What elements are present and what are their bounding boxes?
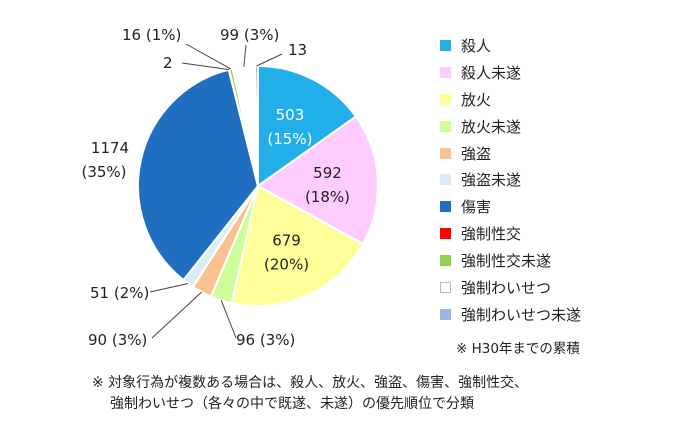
leader-line [220, 300, 237, 339]
legend-swatch [440, 147, 451, 159]
slice-value-label: 592 [313, 164, 342, 182]
legend-swatch [440, 66, 451, 78]
slice-value-label: 99 (3%) [220, 26, 279, 44]
legend-label: 強制わいせつ [461, 278, 552, 297]
legend-item: 放火 [440, 86, 581, 113]
slice-value-label: 13 [288, 41, 307, 59]
footnote-line-1: ※ 対象行為が複数ある場合は、殺人、放火、強盗、傷害、強制性交、 [92, 375, 529, 391]
legend-label: 強制性交 [461, 225, 522, 244]
pie-slices [137, 64, 379, 307]
legend-item: 強制性交 [440, 220, 581, 247]
legend-swatch [440, 39, 451, 51]
pie-slice [257, 64, 358, 188]
leader-line [185, 43, 232, 70]
legend-label: 放火未遂 [461, 117, 522, 136]
slice-value-label: 51 (2%) [90, 284, 149, 302]
legend-item: 強制わいせつ未遂 [440, 301, 581, 328]
slice-value-label: 679 [272, 231, 301, 249]
slice-percent-label: (18%) [305, 188, 350, 206]
legend-item: 殺人 [440, 32, 581, 59]
legend-swatch [440, 174, 451, 186]
legend-label: 放火 [461, 90, 492, 109]
slice-value-label: 503 [276, 106, 305, 124]
slice-value-label: 90 (3%) [88, 331, 147, 349]
legend-item: 強盗 [440, 140, 581, 167]
leader-line [256, 53, 283, 67]
footnote-line-2: 強制わいせつ（各々の中で既遂、未遂）の優先順位で分類 [110, 396, 474, 412]
legend-item: 強制性交未遂 [440, 247, 581, 274]
legend-item: 殺人未遂 [440, 59, 581, 86]
legend-label: 傷害 [461, 198, 492, 217]
legend-label: 強盗 [461, 144, 492, 163]
legend-swatch [440, 93, 451, 105]
legend-label: 強盗未遂 [461, 171, 522, 190]
legend-item: 強制わいせつ [440, 274, 581, 301]
slice-percent-label: (20%) [264, 255, 309, 273]
pie-slice [230, 184, 365, 307]
cumulative-note: ※ H30年までの累積 [456, 341, 580, 357]
legend-swatch [440, 228, 451, 240]
legend-swatch [440, 120, 451, 132]
data-labels: 503 (15%)592 (18%) 679 (20%) 96 (3%) 90 (3%) 51… [81, 26, 350, 349]
leader-line [243, 44, 247, 67]
legend-swatch [440, 281, 451, 293]
legend-swatch [440, 308, 451, 320]
leader-line [149, 283, 189, 293]
legend-item: 傷害 [440, 193, 581, 220]
pie-slice [137, 68, 260, 282]
legend-swatch [440, 255, 451, 267]
slice-percent-label: (35%) [81, 163, 126, 181]
leader-lines [149, 43, 283, 339]
legend-label: 強制性交未遂 [461, 252, 552, 271]
legend-label: 殺人未遂 [461, 63, 522, 82]
slice-value-label: 2 [163, 54, 173, 72]
legend-label: 強制わいせつ未遂 [461, 305, 582, 324]
leader-line [151, 291, 203, 339]
leader-line [181, 62, 230, 71]
pie-slice [256, 115, 379, 246]
legend-item: 強盗未遂 [440, 166, 581, 193]
slice-percent-label: (15%) [267, 130, 312, 148]
classification-footnote: ※ 対象行為が複数ある場合は、殺人、放火、強盗、傷害、強制性交、 強制わいせつ（… [92, 373, 528, 415]
legend-label: 殺人 [461, 36, 492, 55]
legend-item: 放火未遂 [440, 113, 581, 140]
legend-swatch [440, 201, 451, 213]
slice-value-label: 1174 [91, 139, 129, 157]
slice-value-label: 16 (1%) [122, 26, 181, 44]
legend: 殺人殺人未遂放火放火未遂強盗強盗未遂傷害強制性交強制性交未遂 強制わいせつ強制わい… [440, 32, 581, 328]
slice-value-label: 96 (3%) [236, 331, 295, 349]
